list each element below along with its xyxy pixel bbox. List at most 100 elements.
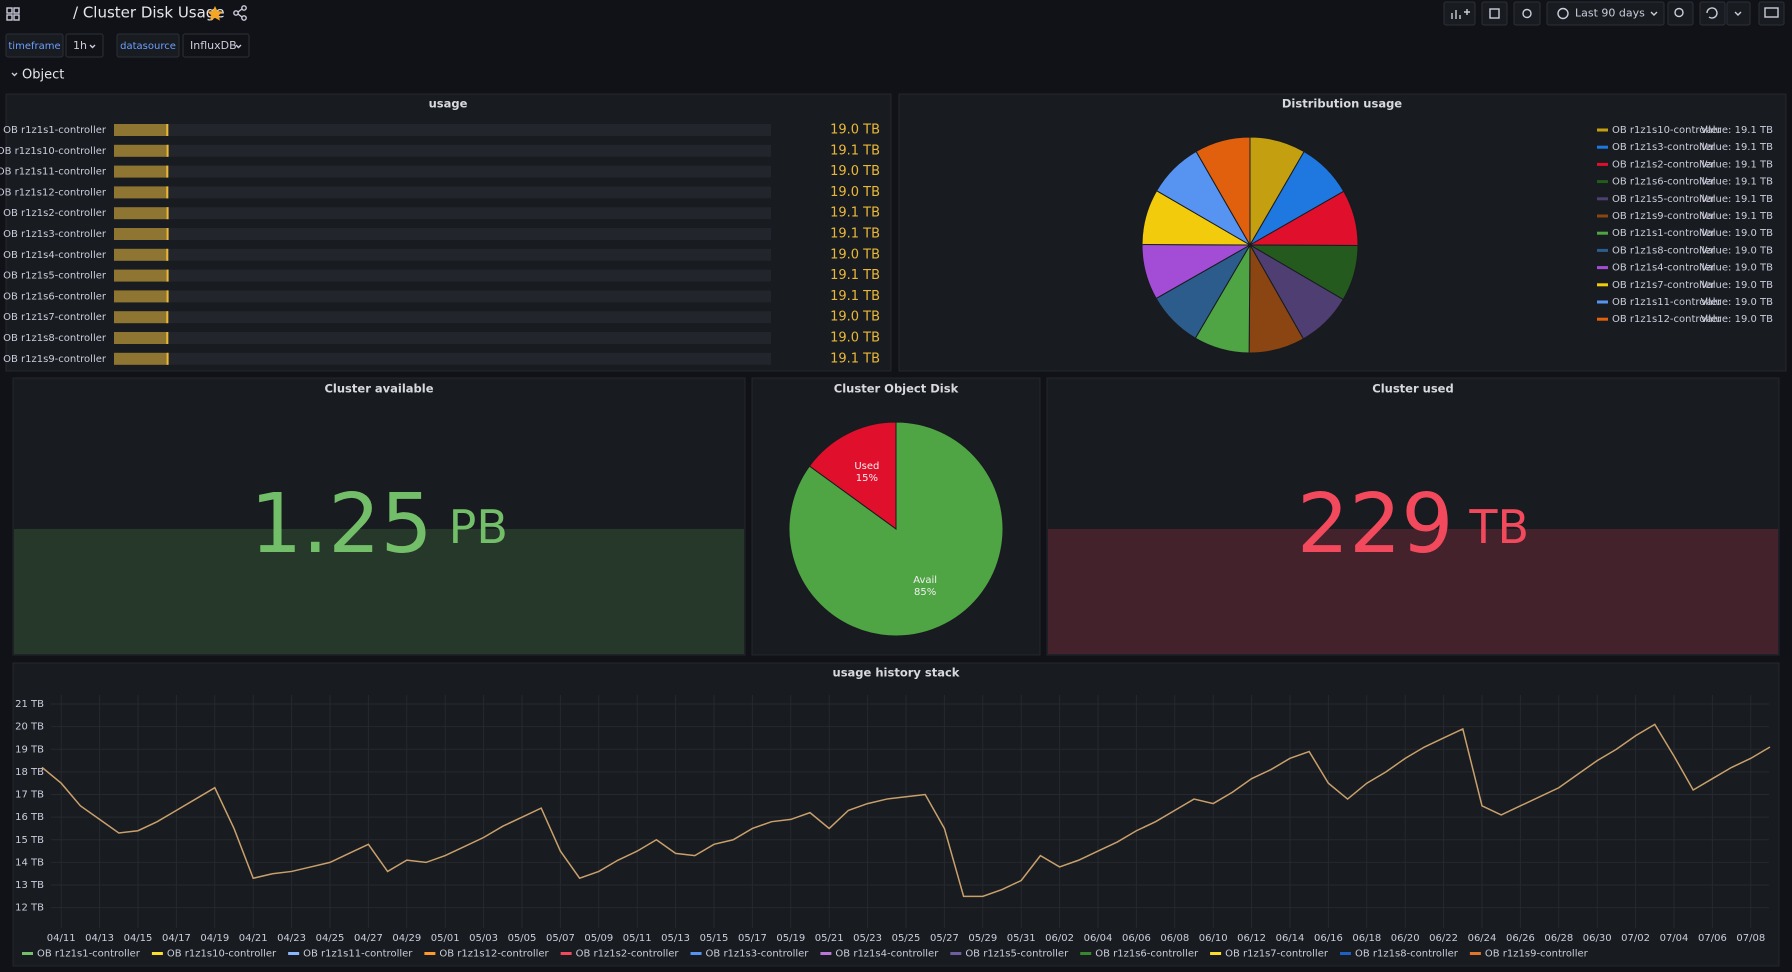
y-tick-label: 12 TB	[15, 903, 44, 914]
slice-value: 15%	[856, 473, 878, 484]
row-chevron[interactable]	[11, 72, 18, 77]
legend-label: OB r1z1s10-controller	[167, 949, 277, 960]
value-label: 19.1 TB	[830, 143, 880, 158]
legend-swatch	[22, 952, 33, 955]
top-bar: / Cluster Disk Usage Last 90 days	[6, 1, 1785, 26]
x-tick-label: 05/27	[930, 933, 959, 944]
stat-number: 1.25	[250, 477, 433, 572]
bar	[114, 186, 169, 199]
refresh-interval-button[interactable]	[1726, 1, 1751, 26]
x-tick-label: 06/24	[1468, 933, 1497, 944]
settings-button[interactable]	[1513, 1, 1541, 26]
refresh-button[interactable]	[1699, 1, 1726, 26]
x-tick-label: 06/12	[1237, 933, 1266, 944]
legend-label: OB r1z1s7-controller	[1225, 949, 1329, 960]
legend-value: Value: 19.1 TB	[1701, 142, 1774, 153]
time-picker[interactable]	[1546, 1, 1665, 26]
bar-label: OB r1z1s2-controller	[3, 208, 107, 219]
x-tick-label: 06/14	[1276, 933, 1305, 944]
bar-track	[114, 124, 771, 136]
tv-icon	[1764, 7, 1779, 18]
legend-swatch	[1597, 214, 1608, 218]
apps-icon[interactable]	[6, 7, 20, 21]
stat-unit: TB	[1468, 500, 1529, 554]
row-title[interactable]: Object	[22, 68, 64, 83]
y-tick-label: 15 TB	[15, 835, 44, 846]
value-label: 19.0 TB	[830, 185, 880, 200]
y-tick-label: 13 TB	[15, 880, 44, 891]
bar-track	[114, 186, 771, 199]
x-tick-label: 05/05	[508, 933, 537, 944]
legend-label: OB r1z1s8-controller	[1612, 245, 1716, 256]
value-label: 19.1 TB	[830, 206, 880, 221]
bar	[114, 165, 169, 178]
x-tick-label: 04/21	[239, 933, 268, 944]
share-icon[interactable]	[233, 5, 247, 21]
y-tick-label: 16 TB	[15, 812, 44, 823]
bar-label: OB r1z1s7-controller	[3, 312, 107, 323]
legend-swatch	[1339, 952, 1351, 955]
bar-edge	[166, 165, 169, 178]
y-tick-label: 14 TB	[15, 857, 44, 868]
bar-edge	[166, 207, 169, 220]
bar-label: OB r1z1s9-controller	[3, 354, 107, 365]
legend-swatch	[1597, 128, 1608, 132]
variable-select[interactable]	[65, 33, 104, 58]
x-tick-label: 05/07	[546, 933, 575, 944]
x-tick-label: 06/04	[1084, 933, 1113, 944]
save-icon	[1489, 8, 1500, 19]
variable-label: timeframe	[8, 41, 60, 52]
value-label: 19.1 TB	[830, 351, 880, 366]
bar-track	[114, 269, 771, 282]
x-tick-label: 04/27	[354, 933, 383, 944]
legend-label: OB r1z1s1-controller	[37, 949, 141, 960]
legend-label: OB r1z1s4-controller	[1612, 263, 1716, 274]
legend-value: Value: 19.1 TB	[1701, 125, 1774, 136]
slice-label: Avail	[913, 575, 937, 586]
value-label: 19.0 TB	[830, 247, 880, 262]
legend-label: OB r1z1s12-controller	[439, 949, 549, 960]
legend-value: Value: 19.0 TB	[1701, 245, 1774, 256]
stat-background	[1048, 529, 1778, 654]
legend-swatch	[1597, 283, 1608, 287]
legend-swatch	[288, 952, 300, 955]
x-tick-label: 05/29	[968, 933, 997, 944]
legend-value: Value: 19.1 TB	[1701, 194, 1774, 205]
x-tick-label: 05/19	[776, 933, 805, 944]
slice-value: 85%	[914, 587, 936, 598]
save-button[interactable]	[1481, 1, 1508, 26]
y-tick-label: 18 TB	[15, 767, 44, 778]
legend-swatch	[1469, 952, 1481, 955]
x-tick-label: 04/13	[85, 933, 114, 944]
legend-label: OB r1z1s5-controller	[965, 949, 1069, 960]
x-tick-label: 06/20	[1391, 933, 1420, 944]
zoom-out-button[interactable]	[1667, 1, 1694, 26]
value-label: 19.1 TB	[830, 227, 880, 242]
bar-track	[114, 165, 771, 178]
chevron	[235, 44, 242, 49]
variable-label-box	[116, 33, 180, 58]
star-icon[interactable]	[207, 6, 223, 21]
x-tick-label: 05/01	[431, 933, 460, 944]
value-label: 19.1 TB	[830, 268, 880, 283]
legend-label: OB r1z1s3-controller	[706, 949, 810, 960]
add-panel-button[interactable]	[1443, 1, 1476, 26]
bar-track	[114, 332, 771, 344]
legend-label: OB r1z1s11-controller	[303, 949, 413, 960]
legend-swatch	[1597, 266, 1608, 270]
stat-unit: PB	[449, 500, 508, 554]
slice-label: Used	[854, 461, 879, 472]
variable-value: InfluxDB	[190, 39, 237, 52]
legend-swatch	[1597, 248, 1608, 252]
x-tick-label: 05/25	[892, 933, 921, 944]
tv-mode-button[interactable]	[1758, 1, 1785, 26]
bar-edge	[166, 228, 169, 240]
pie-slice	[808, 421, 897, 530]
legend-label: OB r1z1s10-controller	[1612, 125, 1722, 136]
legend-swatch	[1597, 145, 1608, 149]
panel-title: usage history stack	[833, 666, 960, 680]
bar-edge	[166, 332, 169, 344]
dashboard-title[interactable]: / Cluster Disk Usage	[73, 4, 225, 22]
x-tick-label: 05/17	[738, 933, 767, 944]
variable-select[interactable]	[182, 33, 250, 58]
